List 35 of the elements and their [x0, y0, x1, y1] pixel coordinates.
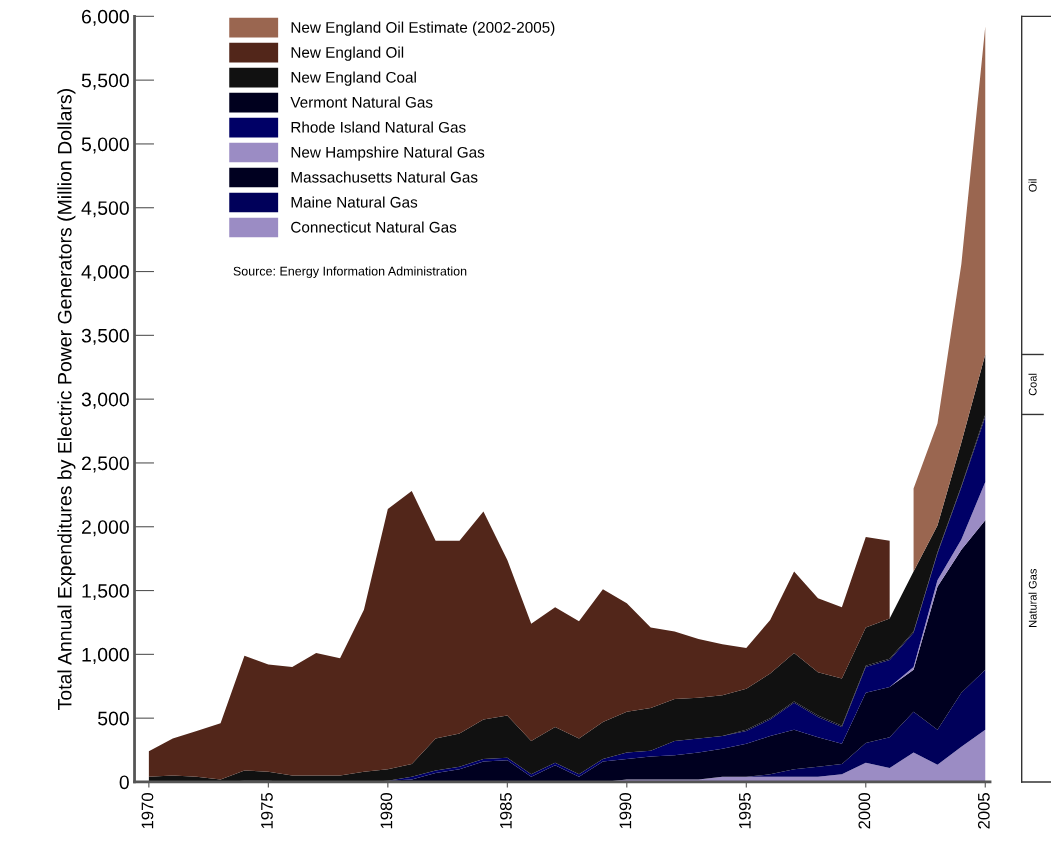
- y-tick-label: 4,500: [81, 201, 129, 218]
- text: Coal: [1028, 373, 1037, 396]
- x-tick-label: 2005: [977, 793, 990, 829]
- y-tick-label: 5,000: [81, 137, 129, 154]
- y-tick-label: 2,000: [81, 520, 129, 537]
- x-tick-label: 1970: [141, 793, 154, 829]
- x-tick-label: 1975: [261, 793, 273, 829]
- x-tick-label: 1980: [380, 793, 393, 829]
- annotation: Source: Energy Information Administration: [233, 266, 467, 279]
- y-tick-label: 1,500: [82, 584, 129, 601]
- text: Oil: [1028, 179, 1037, 192]
- legend-label: Massachusetts Natural Gas: [291, 171, 478, 183]
- x-tick-label: 2000: [858, 793, 871, 829]
- y-tick-label: 5,500: [81, 73, 129, 90]
- x-tick-label: 1995: [738, 793, 751, 829]
- y-tick-label: 4,000: [81, 265, 129, 282]
- legend-label: Vermont Natural Gas: [290, 96, 433, 108]
- y-tick-label: 2,500: [81, 456, 129, 473]
- legend-label: New England Coal: [291, 71, 416, 86]
- y-axis-title: Total Annual Expenditures by Electric Power Generators (Million Dollars): [57, 89, 76, 710]
- x-tick-label: 1985: [499, 793, 512, 829]
- y-tick-label: 500: [98, 711, 129, 726]
- y-tick-label: 6,000: [82, 9, 129, 26]
- x-tick-label: 1990: [619, 793, 632, 829]
- legend-label: Rhode Island Natural Gas: [291, 121, 466, 133]
- legend-label: New Hampshire Natural Gas: [291, 146, 485, 161]
- legend-label: New England Oil: [291, 46, 404, 61]
- y-tick-label: 3,500: [81, 328, 129, 345]
- y-tick-label: 3,000: [81, 392, 129, 409]
- legend-label: Maine Natural Gas: [291, 196, 418, 208]
- y-tick-label: 0: [119, 775, 129, 790]
- text: Natural Gas: [1028, 568, 1037, 627]
- legend-label: Connecticut Natural Gas: [291, 221, 457, 233]
- y-tick-label: 1,000: [82, 647, 129, 664]
- legend-label: New England Oil Estimate (2002-2005): [291, 21, 555, 36]
